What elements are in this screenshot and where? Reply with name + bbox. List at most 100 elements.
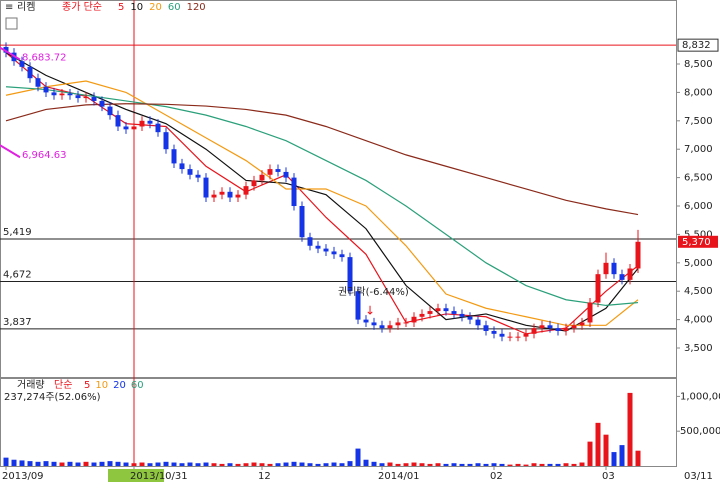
candle-body xyxy=(483,325,489,331)
volume-bar xyxy=(459,463,465,466)
candle-body xyxy=(43,86,49,93)
volume-bar xyxy=(51,461,57,466)
candle-body xyxy=(619,274,625,280)
candle-body xyxy=(515,336,521,338)
volume-bar xyxy=(227,463,233,466)
y-tick-label: 7,000 xyxy=(684,144,713,155)
volume-bar xyxy=(355,448,361,466)
volume-bar xyxy=(483,463,489,466)
volume-bar xyxy=(67,461,73,466)
candle-body xyxy=(523,333,529,337)
x-tick-label: 12 xyxy=(258,471,271,482)
candle-body xyxy=(123,126,129,130)
candle-body xyxy=(51,92,57,96)
volume-bar xyxy=(515,463,521,466)
volume-bar xyxy=(275,463,281,466)
candle-body xyxy=(363,319,369,323)
checkbox[interactable] xyxy=(5,17,18,30)
y-tick-label: 7,500 xyxy=(684,116,713,127)
ma-legend: 20 xyxy=(149,2,162,13)
volume-bar xyxy=(339,463,345,466)
annotation: 8,683.72 xyxy=(22,53,67,64)
volume-bar xyxy=(611,452,617,466)
candle-body xyxy=(571,325,577,329)
volume-bar xyxy=(75,462,81,466)
candle-body xyxy=(579,322,585,326)
x-tick-label: 2013/10/31 xyxy=(130,471,188,482)
ma-line xyxy=(5,80,639,326)
candle-body xyxy=(299,206,305,238)
candle-body xyxy=(83,96,89,99)
ma-legend: 60 xyxy=(131,380,144,391)
candle-body xyxy=(315,245,321,249)
candle-body xyxy=(611,262,617,275)
candle-body xyxy=(195,174,201,178)
volume-bar xyxy=(19,460,25,466)
last-label: 5,370 xyxy=(682,237,711,248)
volume-bar xyxy=(563,463,569,466)
y-tick-label: 8,500 xyxy=(684,59,713,70)
volume-bar xyxy=(451,463,457,466)
ma-legend: 5 xyxy=(84,380,90,391)
candle-body xyxy=(443,308,449,312)
annotation-tick xyxy=(0,144,21,159)
y-tick-label: 1,000,000 xyxy=(680,391,720,402)
candle-body xyxy=(459,313,465,317)
volume-bar xyxy=(395,463,401,466)
ma-legend: 5 xyxy=(118,2,124,13)
candle-body xyxy=(27,66,33,79)
candle-body xyxy=(115,115,121,127)
volume-bar xyxy=(435,463,441,466)
volume-bar xyxy=(411,462,417,466)
volume-bar xyxy=(371,461,377,466)
ma-legend: 120 xyxy=(187,2,206,13)
candle-body xyxy=(595,274,601,303)
candle-body xyxy=(435,308,441,312)
candle-body xyxy=(219,191,225,195)
volume-bar xyxy=(531,463,537,466)
volume-bar xyxy=(331,462,337,466)
candle-body xyxy=(347,257,353,292)
y-tick-label: 5,000 xyxy=(684,258,713,269)
candle-body xyxy=(603,262,609,275)
volume-bar xyxy=(291,461,297,466)
volume-bar xyxy=(595,422,601,466)
event-label: 권리락(-6.44%) xyxy=(338,286,409,298)
volume-bar xyxy=(571,463,577,466)
volume-bar xyxy=(219,463,225,466)
x-highlight xyxy=(108,469,164,482)
volume-bar xyxy=(203,462,209,466)
candle-body xyxy=(331,251,337,255)
candle-body xyxy=(3,46,9,53)
x-tick-label: 2013/09 xyxy=(2,471,44,482)
candle-body xyxy=(451,311,457,314)
candle-body xyxy=(259,174,265,181)
y-tick-label: 4,500 xyxy=(684,286,713,297)
annotation-tick xyxy=(0,46,21,61)
candle-body xyxy=(171,149,177,164)
y-tick-label: 3,500 xyxy=(684,343,713,354)
candle-body xyxy=(555,328,561,331)
volume-bar xyxy=(475,463,481,466)
candle-body xyxy=(99,100,105,107)
volume-bar xyxy=(419,463,425,466)
volume-bar xyxy=(579,462,585,466)
ma-line xyxy=(5,103,639,216)
subtitle: 종가 단순 xyxy=(62,1,102,13)
volume-bar xyxy=(123,462,129,466)
volume-bar xyxy=(403,463,409,466)
y-tick-label: 8,000 xyxy=(684,87,713,98)
volume-bar xyxy=(363,459,369,466)
volume-bar xyxy=(91,462,97,466)
volume-bar xyxy=(147,463,153,466)
x-tick-label: 03 xyxy=(602,471,615,482)
candle-body xyxy=(427,311,433,314)
candle-body xyxy=(587,302,593,323)
ma-line xyxy=(5,52,639,335)
volume-bar xyxy=(491,463,497,466)
candle-body xyxy=(411,316,417,323)
candle-body xyxy=(371,322,377,326)
candle-body xyxy=(387,325,393,329)
candle-body xyxy=(267,169,273,175)
